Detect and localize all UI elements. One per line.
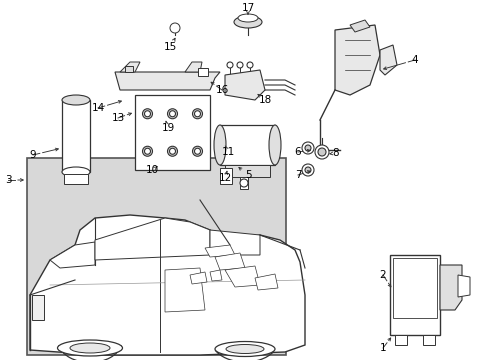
Bar [135, 95, 209, 170]
Circle shape [167, 109, 177, 119]
Polygon shape [95, 218, 209, 260]
Circle shape [144, 148, 150, 154]
Text: 16: 16 [215, 85, 228, 95]
Ellipse shape [268, 125, 281, 165]
Ellipse shape [58, 340, 122, 356]
Polygon shape [50, 242, 95, 268]
Bar [224, 165, 269, 177]
Circle shape [142, 109, 152, 119]
Bar [422, 335, 434, 345]
Bar [389, 255, 439, 335]
Circle shape [170, 23, 180, 33]
Bar [27, 158, 285, 355]
Bar [62, 100, 90, 172]
Bar [64, 174, 88, 184]
Polygon shape [439, 265, 461, 310]
Text: 18: 18 [258, 95, 271, 105]
Text: 17: 17 [241, 3, 254, 13]
Polygon shape [209, 270, 222, 281]
Circle shape [144, 111, 150, 117]
Ellipse shape [234, 16, 262, 28]
Bar [220, 125, 274, 165]
Text: 2: 2 [379, 270, 386, 280]
Text: 4: 4 [411, 55, 417, 65]
Text: 12: 12 [218, 173, 231, 183]
Circle shape [142, 146, 152, 156]
Ellipse shape [225, 345, 264, 354]
Text: 10: 10 [145, 165, 158, 175]
Text: 14: 14 [91, 103, 104, 113]
Bar [240, 177, 247, 189]
Circle shape [237, 62, 243, 68]
Circle shape [169, 148, 175, 154]
Text: 9: 9 [30, 150, 36, 160]
Circle shape [194, 148, 200, 154]
Text: 3: 3 [5, 175, 11, 185]
Polygon shape [224, 266, 260, 287]
Circle shape [305, 145, 310, 151]
Polygon shape [457, 275, 469, 297]
Ellipse shape [62, 95, 90, 105]
Polygon shape [115, 72, 220, 90]
Circle shape [226, 62, 232, 68]
Polygon shape [334, 25, 379, 95]
Circle shape [302, 142, 313, 154]
Circle shape [192, 109, 202, 119]
Polygon shape [204, 245, 235, 257]
Text: 1: 1 [379, 343, 386, 353]
Circle shape [240, 179, 247, 187]
Circle shape [167, 146, 177, 156]
Polygon shape [30, 215, 305, 355]
Ellipse shape [238, 14, 258, 22]
Bar [125, 66, 133, 72]
Circle shape [246, 62, 252, 68]
Circle shape [169, 111, 175, 117]
Polygon shape [184, 62, 202, 72]
Polygon shape [190, 272, 206, 284]
Text: 13: 13 [111, 113, 124, 123]
Bar [392, 258, 436, 318]
Ellipse shape [70, 343, 110, 353]
Bar [32, 295, 44, 320]
Circle shape [194, 111, 200, 117]
Circle shape [192, 146, 202, 156]
Text: 11: 11 [221, 147, 234, 157]
Polygon shape [209, 230, 260, 255]
Polygon shape [120, 62, 140, 72]
Bar [394, 335, 406, 345]
Text: 5: 5 [244, 170, 251, 180]
Polygon shape [224, 70, 264, 100]
Ellipse shape [62, 167, 90, 177]
Polygon shape [379, 45, 396, 75]
Ellipse shape [215, 342, 274, 356]
Circle shape [302, 164, 313, 176]
Circle shape [317, 148, 325, 156]
Circle shape [314, 145, 328, 159]
Polygon shape [215, 253, 244, 270]
Text: 7: 7 [294, 170, 301, 180]
Text: 19: 19 [161, 123, 174, 133]
Bar [198, 68, 207, 76]
Polygon shape [164, 268, 204, 312]
Ellipse shape [214, 125, 225, 165]
Text: 8: 8 [332, 148, 339, 158]
Polygon shape [254, 274, 278, 290]
Bar [220, 168, 231, 184]
Circle shape [305, 167, 310, 173]
Text: 6: 6 [294, 147, 301, 157]
Polygon shape [349, 20, 369, 32]
Text: 15: 15 [163, 42, 176, 52]
